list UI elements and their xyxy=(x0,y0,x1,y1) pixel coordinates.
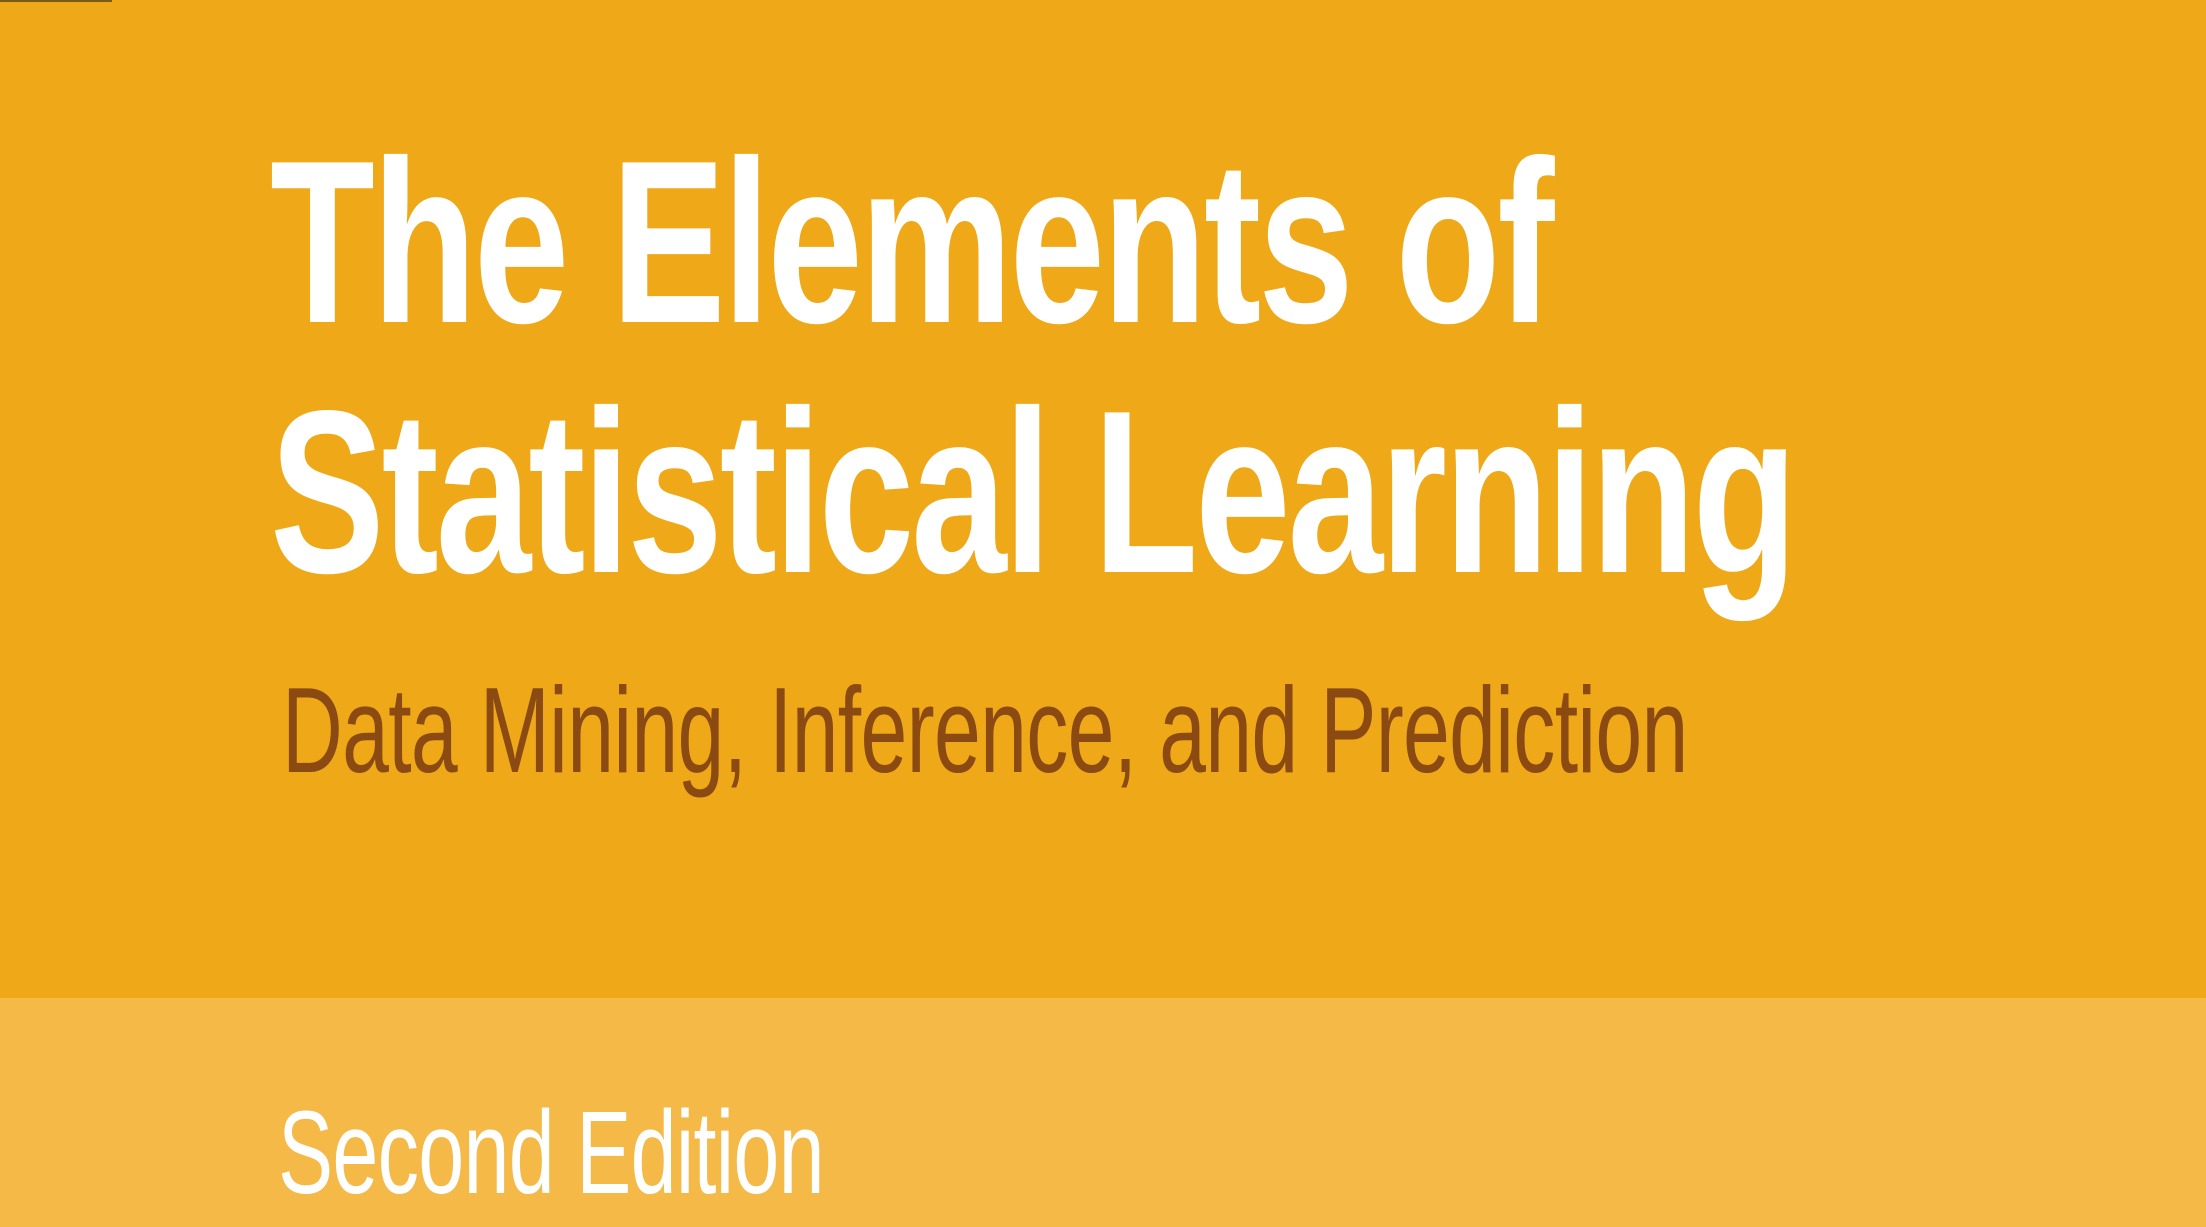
cover-top-panel xyxy=(0,0,2206,998)
book-title-line-2: Statistical Learning xyxy=(270,363,1797,622)
cover-edition-band xyxy=(0,998,2206,1227)
book-title: The Elements of Statistical Learning xyxy=(270,113,1797,622)
edition-label: Second Edition xyxy=(278,1087,825,1219)
book-title-line-1: The Elements of xyxy=(270,113,1555,372)
book-subtitle: Data Mining, Inference, and Prediction xyxy=(282,662,1688,798)
corner-rule xyxy=(0,0,112,2)
